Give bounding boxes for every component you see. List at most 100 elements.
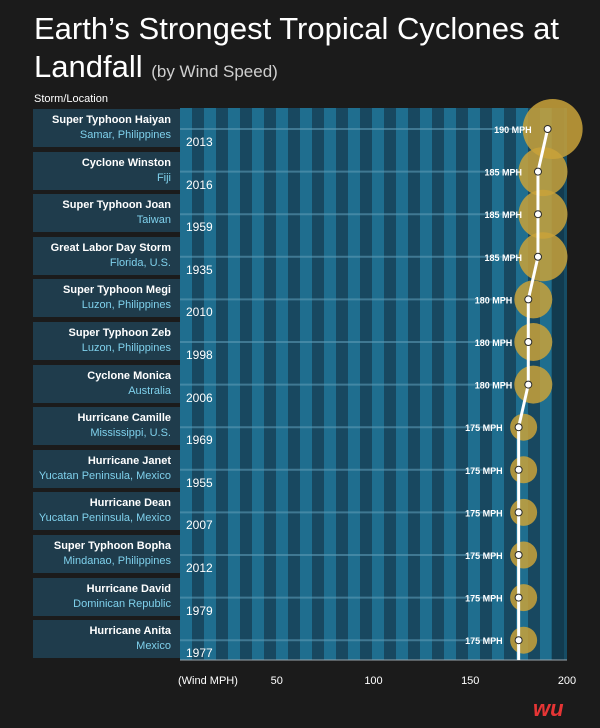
storm-location: Florida, U.S. (109, 256, 171, 269)
data-label: 185 MPH (484, 210, 522, 220)
data-point (533, 210, 542, 219)
plot-band (504, 108, 516, 660)
storm-name: Super Typhoon Megi (63, 284, 171, 297)
storm-label-box: Super Typhoon Megi Luzon, Philippines (33, 279, 180, 318)
data-label: 180 MPH (475, 338, 513, 348)
chart-title-main: Earth’s Strongest Tropical Cyclones at L… (34, 11, 559, 84)
data-label: 175 MPH (465, 551, 503, 561)
storm-year: 1935 (186, 262, 213, 277)
storm-name: Super Typhoon Haiyan (52, 114, 171, 126)
storm-name: Hurricane Camille (77, 412, 171, 425)
storm-name: Great Labor Day Storm (50, 241, 171, 254)
storm-label-box: Super Typhoon Haiyan Samar, Philippines (33, 109, 180, 147)
data-point (514, 508, 523, 517)
storm-location: Samar, Philippines (79, 129, 171, 141)
storm-label-box: Great Labor Day Storm Florida, U.S. (33, 236, 180, 275)
storm-year: 2007 (186, 518, 213, 533)
storm-name: Super Typhoon Joan (62, 199, 171, 212)
wu-logo: wu (533, 696, 564, 721)
data-bubble (514, 365, 553, 404)
storm-label-box: Hurricane Dean Yucatan Peninsula, Mexico (33, 492, 180, 531)
storm-year: 1959 (186, 220, 213, 235)
storm-location: Mindanao, Philippines (63, 555, 171, 567)
storm-location: Luzon, Philippines (81, 342, 171, 354)
data-label: 175 MPH (465, 508, 503, 518)
storm-location: Australia (128, 384, 171, 397)
data-label: 185 MPH (484, 168, 522, 178)
data-bubble (514, 280, 553, 319)
storm-name: Hurricane Janet (87, 454, 171, 467)
chart-title: Earth’s Strongest Tropical Cyclones at L… (34, 10, 574, 91)
storm-label-box: Super Typhoon Joan Taiwan (33, 194, 180, 233)
storm-location: Taiwan (136, 214, 171, 227)
wind-speed-line (517, 128, 550, 660)
data-label: 180 MPH (475, 381, 513, 391)
data-point (524, 295, 533, 304)
storm-name: Hurricane David (86, 582, 171, 595)
storm-label-box: Hurricane Camille Mississippi, U.S. (33, 407, 180, 446)
storm-year: 1998 (186, 348, 213, 362)
data-bubble (510, 584, 538, 612)
data-point (514, 636, 523, 645)
data-label: 175 MPH (465, 636, 503, 646)
data-label: 190 MPH (494, 125, 532, 135)
storm-year: 2016 (186, 177, 213, 192)
data-bubble (518, 147, 568, 197)
data-bubble (510, 456, 538, 484)
storm-name: Hurricane Dean (89, 497, 171, 510)
storm-year: 2012 (186, 561, 213, 575)
data-bubble (510, 413, 538, 441)
data-point (514, 593, 523, 602)
data-point (514, 423, 523, 432)
storm-year: 2010 (186, 305, 213, 320)
storm-year: 1979 (186, 603, 213, 618)
storm-label-box: Super Typhoon Bopha Mindanao, Philippines (33, 535, 180, 573)
storm-year: 2013 (186, 135, 213, 149)
storm-location: Mexico (136, 640, 171, 653)
storm-label-box: Cyclone Winston Fiji (33, 151, 180, 190)
data-point (543, 125, 552, 133)
storm-year: 1969 (186, 433, 213, 448)
storm-location: Yucatan Peninsula, Mexico (38, 469, 171, 482)
data-bubble (510, 626, 538, 654)
x-tick-label: 200 (558, 675, 576, 687)
data-bubble (510, 498, 538, 526)
x-tick-label: 100 (364, 675, 382, 687)
storm-location: Fiji (156, 171, 171, 184)
data-label: 175 MPH (465, 423, 503, 433)
storm-location: Luzon, Philippines (81, 299, 171, 312)
storm-label-box: Hurricane Janet Yucatan Peninsula, Mexico (33, 449, 180, 488)
storm-location: Mississippi, U.S. (90, 427, 171, 440)
x-tick-label: 50 (271, 675, 283, 687)
storm-year: 1955 (186, 475, 213, 490)
storm-name: Super Typhoon Zeb (68, 327, 171, 339)
x-axis-label: (Wind MPH) (178, 675, 238, 687)
storm-year: 1977 (186, 646, 213, 661)
storm-label-box: Super Typhoon Zeb Luzon, Philippines (33, 322, 180, 360)
data-bubble (518, 189, 568, 239)
data-point (533, 252, 542, 261)
storm-label-box: Hurricane David Dominican Republic (33, 577, 180, 616)
storm-name: Cyclone Monica (87, 369, 171, 382)
data-point (533, 167, 542, 176)
storm-name: Cyclone Winston (81, 156, 171, 169)
data-point (514, 465, 523, 474)
chart-title-sub: (by Wind Speed) (151, 62, 278, 81)
data-point (524, 338, 533, 346)
data-bubble (510, 541, 538, 569)
storm-location: Yucatan Peninsula, Mexico (38, 512, 171, 525)
storm-location-header: Storm/Location (34, 93, 108, 105)
storm-location: Dominican Republic (73, 597, 171, 610)
storm-year: 2006 (186, 390, 213, 405)
data-bubble (514, 323, 553, 361)
data-label: 185 MPH (484, 253, 522, 263)
data-label: 175 MPH (465, 594, 503, 604)
data-point (514, 551, 523, 559)
data-label: 175 MPH (465, 466, 503, 476)
storm-name: Hurricane Anita (89, 625, 171, 638)
data-point (524, 380, 533, 389)
x-tick-label: 150 (461, 675, 479, 687)
data-bubble (518, 232, 568, 282)
storm-name: Super Typhoon Bopha (53, 540, 171, 552)
